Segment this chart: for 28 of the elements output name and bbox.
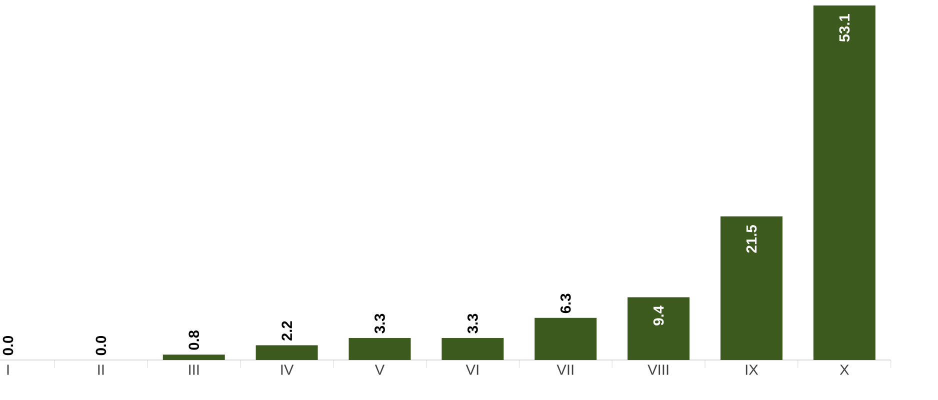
bar: [348, 338, 411, 360]
data-label: 0.0: [96, 336, 106, 356]
x-tick-label: VI: [466, 364, 478, 375]
bar: [628, 297, 690, 360]
data-label: 0.0: [2, 336, 14, 356]
x-tick-label: IX: [746, 364, 758, 375]
bar: [256, 345, 318, 360]
bar: [720, 216, 782, 360]
data-label: 0.8: [188, 330, 200, 350]
data-label: 2.2: [282, 321, 292, 341]
bar: [442, 338, 504, 360]
bar: [534, 318, 597, 360]
data-label: 6.3: [560, 294, 571, 314]
x-tick-label: VII: [556, 364, 574, 375]
bar: [813, 5, 876, 360]
data-label: 21.5: [746, 225, 757, 253]
x-tick-label: X: [840, 364, 849, 375]
bar: [162, 354, 225, 360]
x-tick-label: II: [98, 364, 104, 375]
data-label: 53.1: [839, 14, 850, 42]
x-tick-label: I: [7, 364, 9, 375]
x-tick-label: IV: [281, 364, 294, 375]
x-tick-label: VIII: [648, 364, 668, 375]
data-label: 9.4: [653, 306, 664, 326]
x-tick-label: III: [189, 364, 199, 375]
data-label: 3.3: [467, 314, 478, 334]
data-label: 3.3: [374, 314, 385, 334]
x-tick-label: V: [374, 364, 385, 375]
